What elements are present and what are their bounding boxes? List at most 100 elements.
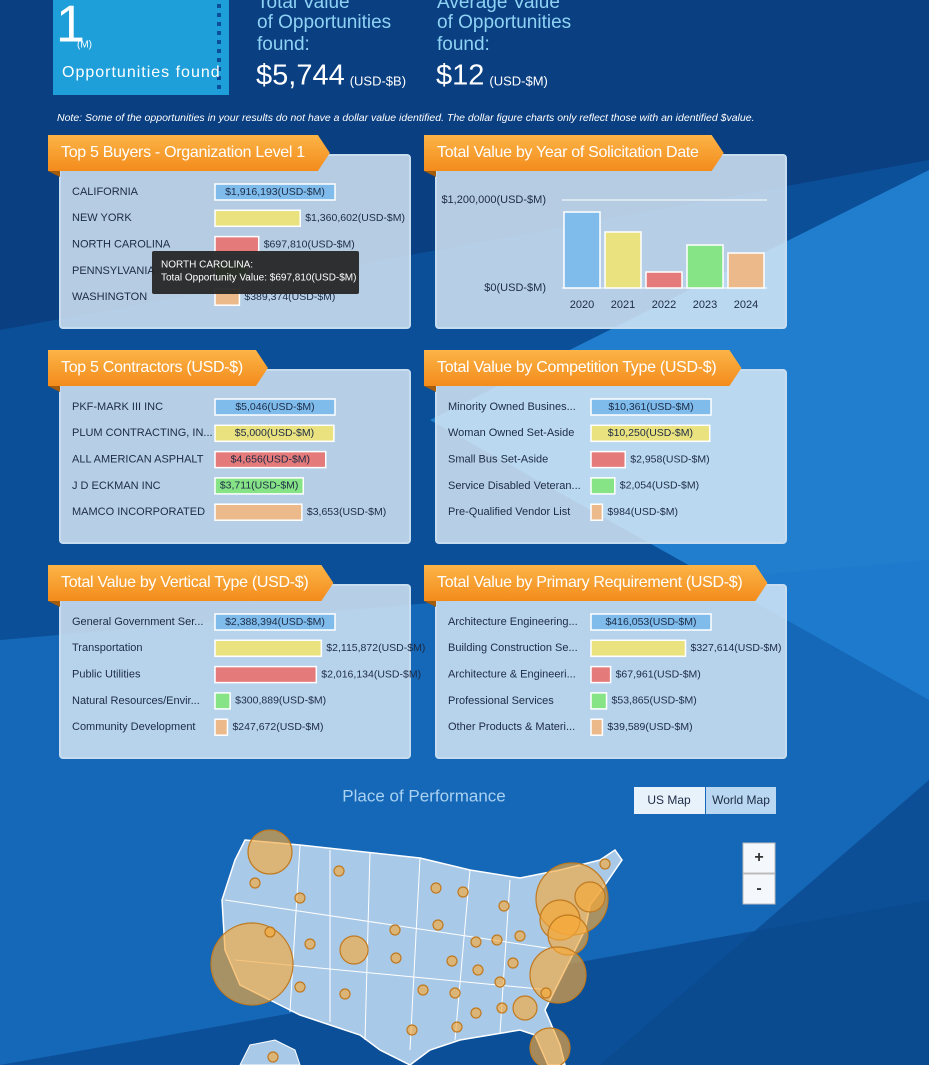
map-bubble [540, 987, 552, 999]
row-label: NEW YORK [72, 212, 132, 224]
world-map-button-label[interactable]: World Map [712, 793, 770, 807]
bar [214, 718, 229, 736]
total-label: found: [257, 34, 310, 55]
map-bubble [333, 865, 345, 877]
row-label: Transportation [72, 642, 143, 654]
value-label: $697,810(USD-$M) [264, 238, 355, 250]
note: Note: Some of the opportunities in your … [57, 112, 755, 124]
panel-tab: Total Value by Vertical Type (USD-$) [48, 565, 334, 607]
bar [590, 692, 608, 710]
row-label: Architecture Engineering... [448, 616, 578, 628]
zoom-out-label[interactable]: - [756, 880, 761, 897]
value-label: $2,958(USD-$M) [630, 453, 709, 465]
panel-tab: Total Value by Primary Requirement (USD-… [424, 565, 768, 607]
tab-shape [48, 565, 334, 601]
value-label: $2,016,134(USD-$M) [321, 668, 421, 680]
map-title: Place of Performance [342, 786, 505, 805]
map-bubble [507, 957, 519, 969]
panel-title: Total Value by Primary Requirement (USD-… [437, 574, 742, 591]
map-bubble [294, 892, 306, 904]
x-tick-label: 2020 [570, 299, 594, 311]
y-tick-label: $0(USD-$M) [484, 282, 546, 294]
value-label: $300,889(USD-$M) [235, 695, 326, 707]
map-bubble [470, 1007, 482, 1019]
row-label: Service Disabled Veteran... [448, 480, 581, 492]
panel-title: Top 5 Buyers - Organization Level 1 [61, 144, 305, 161]
tab-shape [424, 565, 768, 601]
row-label: PLUM CONTRACTING, IN... [72, 427, 213, 439]
total-unit: (USD-$B) [350, 73, 406, 88]
bar [590, 450, 627, 469]
panel: Total Value by Year of Solicitation Date… [424, 135, 787, 329]
tab-fold [48, 386, 60, 392]
bar [214, 235, 260, 254]
avg-unit: (USD-$M) [489, 73, 548, 88]
map-bubble [512, 995, 538, 1021]
value-label: $39,589(USD-$M) [607, 721, 692, 733]
row-label: NORTH CAROLINA [72, 239, 171, 251]
avg-label: found: [437, 34, 490, 55]
map-bubble [494, 976, 506, 988]
value-label: $5,046(USD-$M) [235, 401, 314, 413]
map-bubble [496, 1002, 508, 1014]
bar [563, 211, 601, 289]
row-label: WASHINGTON [72, 291, 147, 303]
bar [590, 718, 604, 736]
tooltip-title: NORTH CAROLINA: [161, 260, 253, 271]
tooltip-text: Total Opportunity Value: $697,810(USD-$M… [161, 273, 356, 284]
total-value: $5,744 [256, 60, 345, 92]
tab-fold [48, 171, 60, 177]
world-map-button[interactable] [706, 787, 776, 814]
map-bubble [470, 936, 482, 948]
map-bubble [457, 886, 469, 898]
panel-tab: Top 5 Buyers - Organization Level 1 [48, 135, 330, 177]
row-label: Natural Resources/Envir... [72, 695, 200, 707]
value-label: $2,054(USD-$M) [620, 480, 699, 492]
map-bubble [417, 984, 429, 996]
x-tick-label: 2021 [611, 299, 635, 311]
bar [214, 209, 301, 228]
map-bubble [599, 858, 611, 870]
bar [214, 613, 336, 631]
map-bubble [339, 935, 369, 965]
tab-fold [424, 601, 436, 607]
row-label: Community Development [72, 721, 196, 733]
tab-shape [48, 350, 268, 386]
tab-shape [424, 350, 742, 386]
value-label: $2,115,872(USD-$M) [326, 642, 425, 654]
x-tick-label: 2024 [734, 299, 758, 311]
us-map-button-label[interactable]: US Map [647, 793, 691, 807]
panel-tab: Top 5 Contractors (USD-$) [48, 350, 268, 392]
panel: Total Value by Vertical Type (USD-$) Gene… [48, 565, 425, 759]
map-bubble [529, 946, 587, 1004]
map-bubble [247, 829, 293, 875]
bar [590, 398, 712, 416]
zoom-out-button[interactable] [742, 873, 776, 905]
value-label: $2,388,394(USD-$M) [225, 616, 325, 628]
zoom-in-button[interactable] [742, 842, 776, 874]
y-tick-label: $1,200,000(USD-$M) [441, 194, 546, 206]
value-label: $10,250(USD-$M) [608, 427, 693, 439]
map-bubble [304, 938, 316, 950]
row-label: Professional Services [448, 695, 554, 707]
tooltip: NORTH CAROLINA: Total Opportunity Value: … [152, 251, 359, 294]
row-label: PENNSYLVANIA [72, 265, 155, 277]
map-bubble [529, 1027, 571, 1065]
value-label: $247,672(USD-$M) [232, 721, 323, 733]
value-label: $416,053(USD-$M) [605, 616, 696, 628]
row-label: Small Bus Set-Aside [448, 454, 548, 466]
avg-value: $12 [436, 60, 484, 92]
bar [590, 639, 687, 658]
value-label: $3,711(USD-$M) [220, 480, 299, 492]
panel-title: Top 5 Contractors (USD-$) [61, 359, 243, 376]
zoom-in-label[interactable]: + [754, 849, 763, 866]
row-label: Minority Owned Busines... [448, 401, 576, 413]
row-label: Building Construction Se... [448, 642, 578, 654]
map-bubble [389, 924, 401, 936]
bar [214, 398, 336, 416]
us-map-button[interactable] [634, 787, 705, 814]
bar [590, 424, 711, 443]
panel: Total Value by Competition Type (USD-$) M… [424, 350, 787, 544]
map-bubble [390, 952, 402, 964]
total-label: Total Value [257, 0, 350, 13]
